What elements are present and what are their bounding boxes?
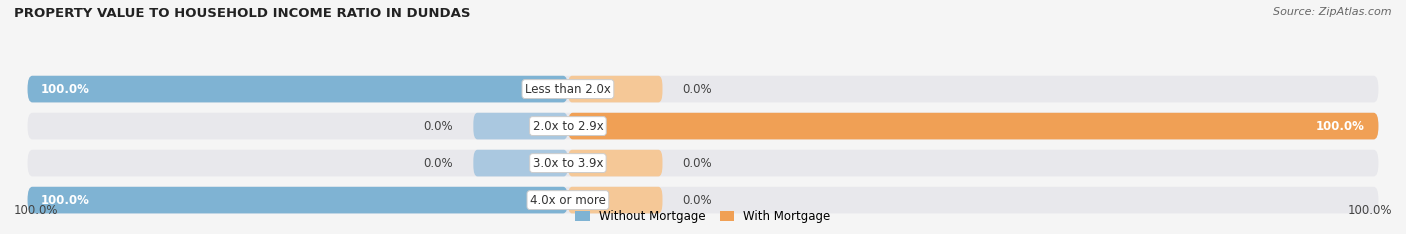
FancyBboxPatch shape xyxy=(28,150,1378,176)
FancyBboxPatch shape xyxy=(568,113,1378,139)
Text: 0.0%: 0.0% xyxy=(683,194,713,207)
Text: 100.0%: 100.0% xyxy=(14,204,59,217)
Text: 0.0%: 0.0% xyxy=(423,120,453,133)
Text: 3.0x to 3.9x: 3.0x to 3.9x xyxy=(533,157,603,170)
Text: 4.0x or more: 4.0x or more xyxy=(530,194,606,207)
Text: 0.0%: 0.0% xyxy=(683,157,713,170)
Text: 100.0%: 100.0% xyxy=(1347,204,1392,217)
Text: 100.0%: 100.0% xyxy=(41,194,90,207)
Legend: Without Mortgage, With Mortgage: Without Mortgage, With Mortgage xyxy=(571,205,835,228)
Text: Source: ZipAtlas.com: Source: ZipAtlas.com xyxy=(1274,7,1392,17)
FancyBboxPatch shape xyxy=(28,187,1378,213)
Text: 0.0%: 0.0% xyxy=(683,83,713,95)
FancyBboxPatch shape xyxy=(568,76,662,102)
Text: 100.0%: 100.0% xyxy=(1316,120,1365,133)
FancyBboxPatch shape xyxy=(28,76,1378,102)
Text: 2.0x to 2.9x: 2.0x to 2.9x xyxy=(533,120,603,133)
Text: Less than 2.0x: Less than 2.0x xyxy=(524,83,610,95)
Text: 100.0%: 100.0% xyxy=(41,83,90,95)
FancyBboxPatch shape xyxy=(474,150,568,176)
FancyBboxPatch shape xyxy=(568,150,662,176)
FancyBboxPatch shape xyxy=(28,113,1378,139)
FancyBboxPatch shape xyxy=(568,187,662,213)
Text: 0.0%: 0.0% xyxy=(423,157,453,170)
FancyBboxPatch shape xyxy=(474,113,568,139)
FancyBboxPatch shape xyxy=(28,76,568,102)
Text: PROPERTY VALUE TO HOUSEHOLD INCOME RATIO IN DUNDAS: PROPERTY VALUE TO HOUSEHOLD INCOME RATIO… xyxy=(14,7,471,20)
FancyBboxPatch shape xyxy=(28,187,568,213)
